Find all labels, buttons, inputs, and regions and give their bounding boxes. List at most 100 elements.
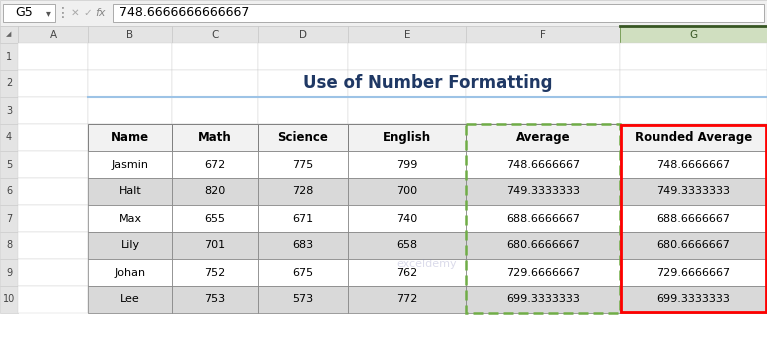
Bar — [0, 0, 767, 26]
Text: D: D — [299, 30, 307, 39]
Bar — [258, 232, 348, 259]
Bar — [0, 286, 18, 313]
Bar — [466, 97, 620, 124]
Text: G5: G5 — [15, 7, 33, 20]
Text: ▾: ▾ — [45, 8, 51, 18]
Bar — [172, 97, 258, 124]
Bar — [348, 205, 466, 232]
Text: 573: 573 — [292, 295, 314, 304]
Text: 799: 799 — [397, 159, 418, 170]
Bar — [88, 43, 172, 70]
Bar — [88, 259, 172, 286]
Bar — [348, 151, 466, 178]
Bar — [172, 205, 258, 232]
Bar — [620, 259, 767, 286]
Bar — [88, 178, 172, 205]
Bar — [348, 151, 466, 178]
Bar — [172, 259, 258, 286]
Text: fx: fx — [96, 8, 107, 18]
Text: 748.6666667: 748.6666667 — [506, 159, 580, 170]
Bar — [258, 205, 348, 232]
Bar — [3, 4, 55, 22]
Bar — [88, 205, 172, 232]
Bar — [172, 151, 258, 178]
Bar — [172, 151, 258, 178]
Text: Math: Math — [198, 131, 232, 144]
Text: 680.6666667: 680.6666667 — [506, 240, 580, 251]
Bar — [348, 259, 466, 286]
Bar — [348, 97, 466, 124]
Text: 762: 762 — [397, 267, 417, 277]
Bar — [258, 43, 348, 70]
Bar — [172, 43, 258, 70]
Text: G: G — [690, 30, 697, 39]
Bar — [620, 43, 767, 70]
Bar — [0, 178, 18, 205]
Text: 700: 700 — [397, 186, 417, 196]
Bar — [620, 286, 767, 313]
Bar — [466, 26, 620, 43]
Bar — [18, 178, 88, 205]
Text: E: E — [403, 30, 410, 39]
Text: 1: 1 — [6, 52, 12, 61]
Bar — [0, 97, 18, 124]
Text: 752: 752 — [204, 267, 225, 277]
Bar — [172, 178, 258, 205]
Bar — [88, 205, 172, 232]
Bar — [466, 259, 620, 286]
Bar — [466, 178, 620, 205]
Text: 753: 753 — [205, 295, 225, 304]
Bar — [620, 151, 767, 178]
Text: 10: 10 — [3, 295, 15, 304]
Bar — [258, 97, 348, 124]
Bar — [18, 70, 88, 97]
Text: 680.6666667: 680.6666667 — [657, 240, 730, 251]
Text: Use of Number Formatting: Use of Number Formatting — [303, 74, 552, 92]
Text: 740: 740 — [397, 214, 417, 223]
Bar — [258, 26, 348, 43]
Bar — [0, 124, 18, 151]
Bar — [172, 286, 258, 313]
Bar — [88, 124, 172, 151]
Bar — [18, 26, 88, 43]
Text: 688.6666667: 688.6666667 — [506, 214, 580, 223]
Text: 7: 7 — [6, 214, 12, 223]
Text: Science: Science — [278, 131, 328, 144]
Bar — [258, 151, 348, 178]
Bar — [172, 232, 258, 259]
Bar — [466, 124, 620, 151]
Text: 655: 655 — [205, 214, 225, 223]
Text: 683: 683 — [292, 240, 314, 251]
Text: ✕: ✕ — [71, 8, 79, 18]
Bar — [88, 26, 172, 43]
Bar — [0, 232, 18, 259]
Bar — [113, 4, 764, 22]
Text: 748.6666666666667: 748.6666666666667 — [119, 7, 249, 20]
Text: 699.3333333: 699.3333333 — [506, 295, 580, 304]
Text: Max: Max — [118, 214, 142, 223]
Text: 3: 3 — [6, 105, 12, 116]
Bar — [18, 43, 88, 70]
Bar — [0, 70, 18, 97]
Bar — [258, 286, 348, 313]
Bar — [620, 178, 767, 205]
Bar — [620, 26, 767, 43]
Text: ⋮: ⋮ — [56, 6, 70, 20]
Text: 729.6666667: 729.6666667 — [506, 267, 580, 277]
Text: 8: 8 — [6, 240, 12, 251]
Bar — [18, 232, 88, 259]
Bar — [0, 151, 18, 178]
Bar — [172, 205, 258, 232]
Bar — [88, 151, 172, 178]
Text: 688.6666667: 688.6666667 — [657, 214, 730, 223]
Bar — [620, 286, 767, 313]
Bar — [620, 124, 767, 151]
Bar — [348, 124, 466, 151]
Bar — [348, 178, 466, 205]
Bar — [348, 286, 466, 313]
Bar — [348, 178, 466, 205]
Bar — [172, 232, 258, 259]
Bar — [258, 70, 348, 97]
Text: 9: 9 — [6, 267, 12, 277]
Bar — [620, 97, 767, 124]
